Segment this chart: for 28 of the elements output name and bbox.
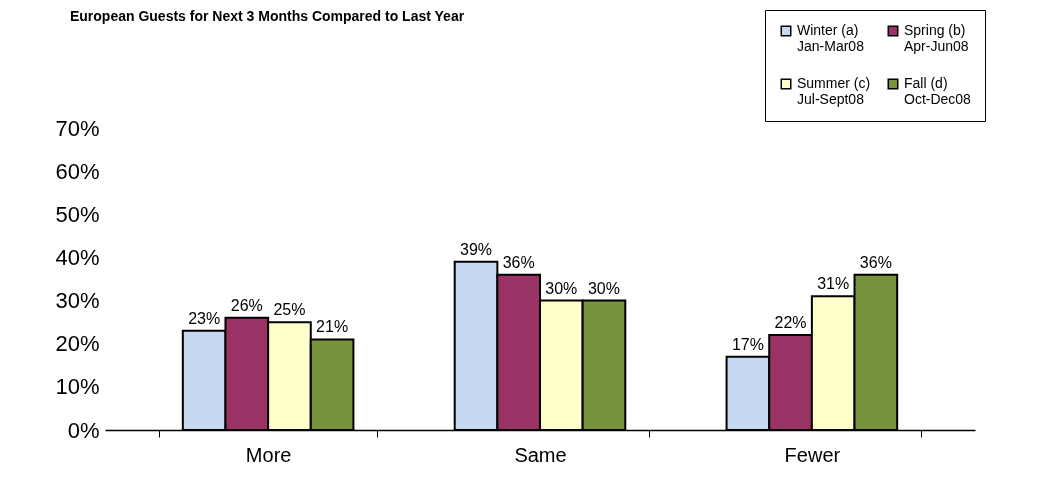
- data-label: 23%: [188, 309, 221, 327]
- legend-label: Summer (c) Jul-Sept08: [797, 75, 871, 107]
- y-tick-label: 40%: [55, 244, 100, 270]
- y-tick-label: 10%: [55, 374, 100, 400]
- legend-label: Spring (b) Apr-Jun08: [904, 22, 969, 54]
- y-tick-label: 30%: [55, 288, 100, 314]
- data-label: 17%: [731, 335, 764, 353]
- data-label: 30%: [587, 279, 620, 297]
- data-label: 39%: [460, 240, 493, 258]
- legend-label: Winter (a) Jan-Mar08: [797, 22, 865, 54]
- chart-title: European Guests for Next 3 Months Compared to Last Year: [69, 7, 465, 24]
- y-tick-label: 60%: [55, 158, 100, 184]
- data-label: 36%: [502, 253, 535, 271]
- x-tick-label: Fewer: [784, 443, 841, 466]
- data-label: 26%: [230, 296, 263, 314]
- data-label: 22%: [774, 314, 807, 332]
- data-label: 25%: [273, 301, 306, 319]
- legend-label: Fall (d) Oct-Dec08: [904, 75, 972, 107]
- y-tick-label: 70%: [55, 115, 100, 141]
- x-tick-label: Same: [514, 443, 567, 466]
- data-label: 36%: [859, 253, 892, 271]
- y-tick-label: 50%: [55, 201, 100, 227]
- data-label: 30%: [545, 279, 578, 297]
- y-tick-label: 20%: [55, 331, 100, 357]
- data-label: 21%: [316, 318, 349, 336]
- y-tick-label: 0%: [67, 417, 100, 443]
- x-tick-label: More: [245, 443, 292, 466]
- data-label: 31%: [817, 275, 850, 293]
